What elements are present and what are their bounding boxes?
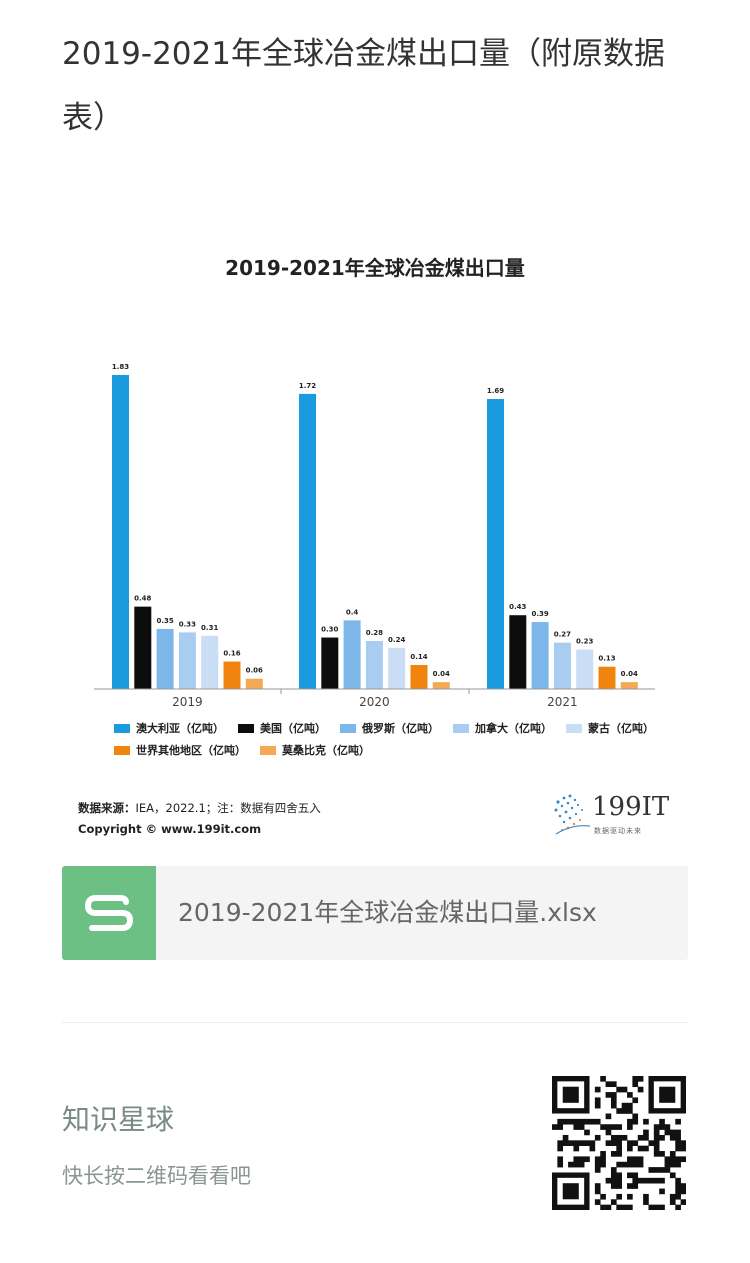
bar-2020-2 (343, 620, 361, 689)
bar-value-label: 0.06 (246, 667, 263, 675)
copyright-text: Copyright © www.199it.com (78, 822, 262, 836)
legend-label: 加拿大（亿吨） (475, 722, 552, 735)
bar-2021-2 (531, 622, 549, 689)
logo-199it: 199IT 数据驱动未来 (550, 790, 682, 840)
spreadsheet-icon (62, 866, 156, 960)
x-tick-label: 2019 (172, 695, 203, 709)
legend-label: 俄罗斯（亿吨） (362, 722, 439, 735)
bar-2019-5 (223, 661, 241, 689)
bar-value-label: 0.39 (531, 610, 548, 618)
bar-value-label: 0.04 (621, 670, 638, 678)
bar-2020-3 (365, 640, 383, 689)
legend-swatch (114, 745, 130, 755)
qr-code[interactable] (552, 1076, 686, 1210)
logo-tagline: 数据驱动未来 (594, 827, 642, 835)
post-title: 2019-2021年全球冶金煤出口量（附原数据表） (62, 36, 665, 136)
bar-2021-5 (598, 666, 616, 689)
bar-2020-4 (388, 647, 406, 689)
legend-swatch (566, 723, 582, 733)
legend-item: 俄罗斯（亿吨） (340, 720, 439, 736)
bar-value-label: 1.83 (112, 363, 129, 371)
bar-value-label: 0.43 (509, 603, 526, 611)
bar-value-label: 1.72 (299, 382, 316, 390)
attachment-filename[interactable]: 2019-2021年全球冶金煤出口量.xlsx (178, 898, 597, 927)
x-tick-label: 2021 (547, 695, 578, 709)
legend-swatch (260, 745, 276, 755)
x-tick-label: 2020 (359, 695, 390, 709)
legend-item: 澳大利亚（亿吨） (114, 720, 224, 736)
bar-2021-4 (576, 649, 594, 689)
bar-value-label: 0.27 (554, 631, 571, 639)
section-divider (62, 1022, 688, 1023)
bar-2019-6 (245, 678, 263, 689)
bar-2020-5 (410, 664, 428, 689)
bar-value-label: 1.69 (487, 387, 504, 395)
footer-title: 知识星球 (62, 1103, 175, 1136)
legend-label: 莫桑比克（亿吨） (282, 744, 370, 757)
legend-swatch (340, 723, 356, 733)
source-note: 数据来源：IEA，2022.1；注：数据有四舍五入 Copyright © ww… (78, 798, 321, 840)
bar-value-label: 0.23 (576, 638, 593, 646)
attachment-card[interactable]: 2019-2021年全球冶金煤出口量.xlsx (62, 866, 688, 960)
chart-image[interactable]: 2019-2021年全球冶金煤出口量 1.83 0.48 0.35 0.33 0.31 0… (62, 230, 688, 855)
legend-swatch (114, 723, 130, 733)
source-label: 数据来源： (78, 801, 136, 815)
footer-subtitle: 快长按二维码看看吧 (62, 1164, 251, 1188)
logo-dots-icon (554, 794, 591, 835)
bar-value-label: 0.04 (433, 670, 450, 678)
legend-item: 莫桑比克（亿吨） (260, 742, 370, 758)
bar-2021-3 (553, 642, 571, 689)
bar-2021-0 (487, 399, 504, 689)
legend-swatch (453, 723, 469, 733)
bar-value-label: 0.14 (410, 653, 427, 661)
bar-value-label: 0.31 (201, 624, 218, 632)
legend-item: 世界其他地区（亿吨） (114, 742, 246, 758)
bar-2019-1 (134, 606, 152, 689)
bar-2019-2 (156, 628, 174, 689)
bar-2019-4 (201, 635, 219, 689)
bar-value-label: 0.30 (321, 626, 338, 634)
bar-value-label: 0.24 (388, 636, 405, 644)
bar-value-label: 0.4 (346, 608, 359, 616)
bar-chart: 1.83 0.48 0.35 0.33 0.31 0.16 0.06 2019 1.72 0.30… (94, 363, 655, 709)
legend-swatch (238, 723, 254, 733)
chart-title: 2019-2021年全球冶金煤出口量 (225, 256, 525, 280)
bar-value-label: 0.48 (134, 595, 151, 603)
bar-2020-1 (321, 637, 339, 689)
legend-item: 加拿大（亿吨） (453, 720, 552, 736)
logo-text: 199IT (592, 792, 670, 822)
bar-2020-6 (432, 682, 450, 689)
bar-value-label: 0.16 (223, 650, 240, 658)
source-text: IEA，2022.1；注：数据有四舍五入 (135, 801, 321, 815)
legend-item: 美国（亿吨） (238, 720, 326, 736)
legend-label: 蒙古（亿吨） (588, 722, 654, 735)
bar-2021-1 (509, 615, 527, 689)
bar-value-label: 0.13 (598, 655, 615, 663)
legend-item: 蒙古（亿吨） (566, 720, 654, 736)
bar-value-label: 0.28 (366, 629, 383, 637)
bar-2021-6 (620, 682, 638, 689)
bar-2020-0 (299, 393, 316, 689)
legend-label: 澳大利亚（亿吨） (136, 722, 224, 735)
bar-2019-0 (112, 375, 129, 689)
chart-legend: 澳大利亚（亿吨） 美国（亿吨） 俄罗斯（亿吨） 加拿大（亿吨） 蒙古（亿吨） 世界其他地区… (114, 720, 674, 764)
legend-label: 世界其他地区（亿吨） (136, 744, 246, 757)
bar-value-label: 0.33 (179, 620, 196, 628)
bar-2019-3 (178, 632, 196, 689)
legend-label: 美国（亿吨） (260, 722, 326, 735)
bar-value-label: 0.35 (156, 617, 173, 625)
